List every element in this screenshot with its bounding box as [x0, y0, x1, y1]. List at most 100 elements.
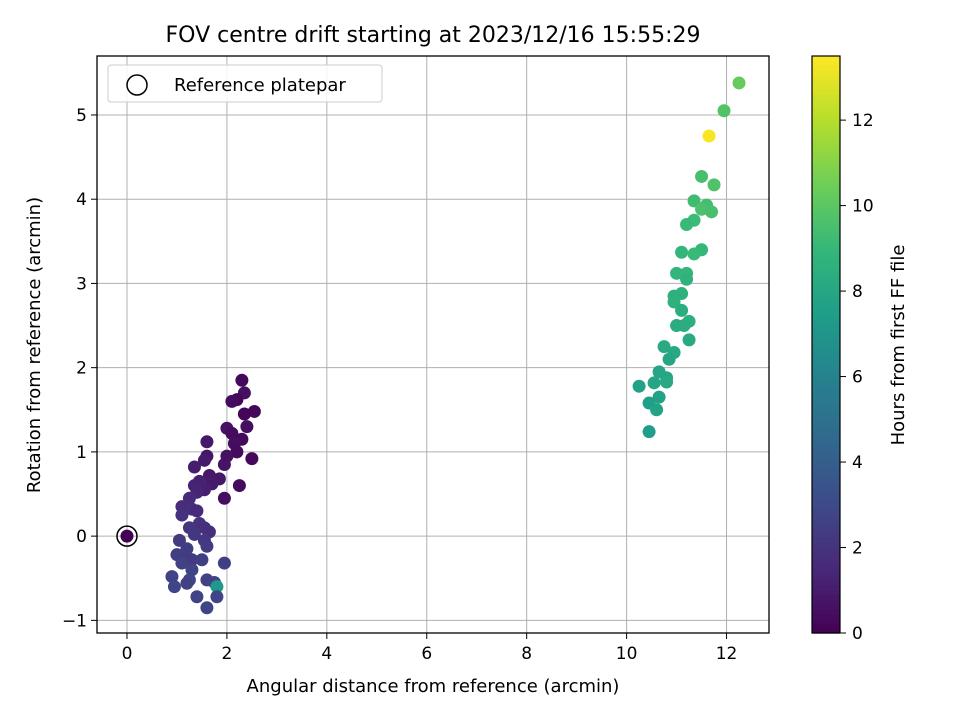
- colorbar-segment: [812, 147, 840, 153]
- colorbar-segment: [812, 604, 840, 610]
- colorbar-segment: [812, 594, 840, 600]
- colorbar-segment: [812, 546, 840, 552]
- legend-label-reference-platepar: Reference platepar: [174, 75, 346, 96]
- colorbar-segment: [812, 156, 840, 163]
- colorbar-segment: [812, 253, 840, 259]
- colorbar-segment: [812, 407, 840, 413]
- y-tick-label: 4: [76, 190, 87, 210]
- colorbar-segment: [812, 108, 840, 115]
- colorbar-segment: [812, 70, 840, 76]
- data-point: [210, 590, 224, 604]
- colorbar-segment: [812, 277, 840, 283]
- legend: Reference platepar: [107, 64, 383, 103]
- colorbar-segment: [812, 368, 840, 374]
- colorbar-tick-label: 12: [852, 111, 874, 131]
- colorbar-segment: [812, 556, 840, 562]
- colorbar-segment: [812, 296, 840, 302]
- x-tick-label: 6: [421, 644, 432, 664]
- data-point: [190, 504, 204, 518]
- data-point: [187, 527, 201, 541]
- data-point: [200, 601, 214, 615]
- colorbar-segment: [812, 339, 840, 346]
- data-point: [680, 217, 694, 231]
- colorbar-segment: [812, 354, 840, 360]
- colorbar-segment: [812, 113, 840, 120]
- colorbar-segment: [812, 161, 840, 168]
- data-point: [210, 580, 224, 594]
- colorbar-segment: [812, 613, 840, 620]
- colorbar-segment: [812, 262, 840, 269]
- colorbar-segment: [812, 344, 840, 350]
- data-point: [660, 375, 674, 389]
- data-point: [695, 202, 709, 216]
- data-point: [682, 333, 696, 347]
- colorbar-segment: [812, 104, 840, 110]
- data-point: [185, 553, 199, 567]
- colorbar-segment: [812, 488, 840, 495]
- colorbar-segment: [812, 387, 840, 394]
- colorbar-tick-label: 6: [852, 368, 863, 388]
- colorbar-segment: [812, 464, 840, 471]
- colorbar-segment: [812, 493, 840, 499]
- data-point: [675, 245, 689, 259]
- colorbar-segment: [812, 248, 840, 254]
- colorbar-segment: [812, 397, 840, 403]
- data-point: [230, 445, 244, 459]
- reference-platepar-legend-marker: [126, 74, 148, 96]
- colorbar-segment: [812, 176, 840, 182]
- colorbar-segment: [812, 195, 840, 201]
- axes-frame: [96, 55, 770, 634]
- colorbar-segment: [812, 142, 840, 148]
- colorbar-segment: [812, 257, 840, 264]
- colorbar-segment: [812, 551, 840, 557]
- data-point: [687, 194, 701, 208]
- colorbar-segment: [812, 479, 840, 485]
- x-tick-label: 8: [521, 644, 532, 664]
- colorbar-segment: [812, 267, 840, 273]
- data-point: [185, 563, 199, 577]
- colorbar: 0 2 4 6 8 10 12: [811, 55, 874, 644]
- y-tick-label: 5: [76, 106, 87, 126]
- colorbar-segment: [812, 469, 840, 475]
- colorbar-segment: [812, 570, 840, 576]
- colorbar-segment: [812, 306, 840, 312]
- colorbar-label: Hours from first FF file: [888, 245, 909, 446]
- colorbar-segment: [812, 618, 840, 624]
- data-point: [217, 556, 231, 570]
- colorbar-segment: [812, 580, 840, 586]
- data-point: [187, 460, 201, 474]
- colorbar-segment: [812, 382, 840, 389]
- colorbar-segment: [812, 224, 840, 230]
- data-point: [677, 319, 691, 333]
- colorbar-segment: [812, 84, 840, 91]
- colorbar-segment: [812, 416, 840, 423]
- colorbar-segment: [812, 445, 840, 451]
- data-point: [200, 539, 214, 553]
- y-axis-label: Rotation from reference (arcmin): [24, 197, 45, 493]
- data-point: [195, 553, 209, 567]
- x-tick-label: 10: [616, 644, 638, 664]
- colorbar-segment: [812, 334, 840, 341]
- colorbar-segment: [812, 378, 840, 384]
- colorbar-segment: [812, 431, 840, 437]
- colorbar-segment: [812, 56, 840, 62]
- data-point: [647, 376, 661, 390]
- colorbar-tick-label: 2: [852, 539, 863, 559]
- colorbar-segment: [812, 450, 840, 456]
- colorbar-segment: [812, 517, 840, 524]
- data-point: [235, 373, 249, 387]
- colorbar-segment: [812, 565, 840, 572]
- colorbar-tick-label: 8: [852, 282, 863, 302]
- data-point: [670, 266, 684, 280]
- colorbar-segment: [812, 459, 840, 466]
- colorbar-segment: [812, 219, 840, 225]
- colorbar-segment: [812, 229, 840, 235]
- data-point: [232, 479, 246, 493]
- colorbar-segment: [812, 402, 840, 408]
- colorbar-segment: [812, 320, 840, 326]
- colorbar-segment: [812, 60, 840, 67]
- x-tick-label: 2: [221, 644, 232, 664]
- colorbar-segment: [812, 426, 840, 432]
